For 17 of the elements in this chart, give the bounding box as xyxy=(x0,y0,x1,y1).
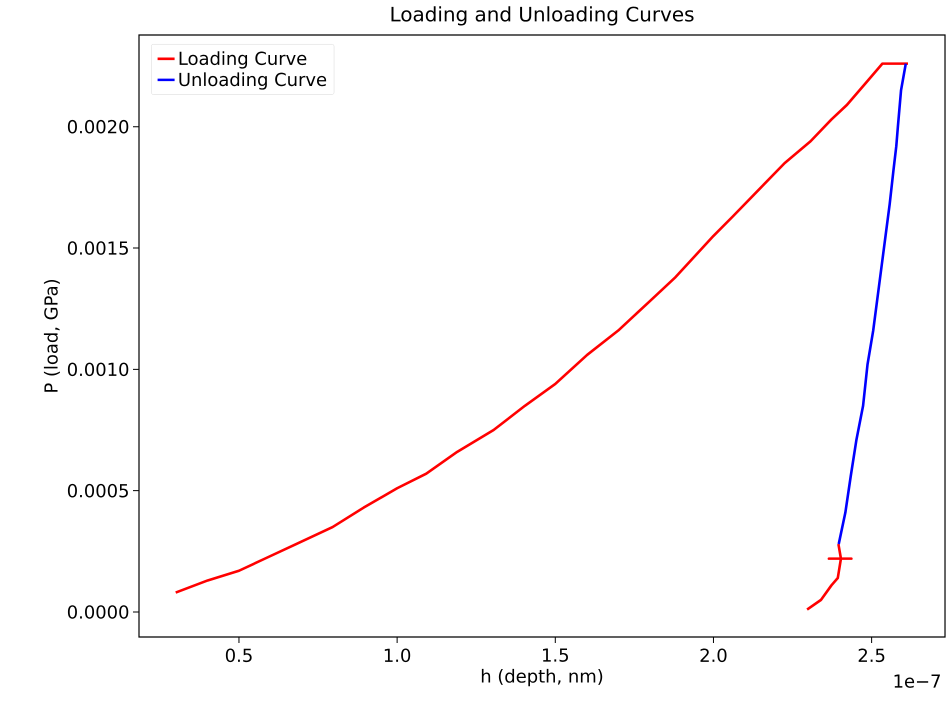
y-tick-label: 0.0015 xyxy=(68,241,128,255)
x-axis-title: h (depth, nm) xyxy=(482,668,602,686)
y-tick-label: 0.0020 xyxy=(68,120,128,134)
x-tick-label: 1.0 xyxy=(384,648,410,662)
x-tick-label: 2.5 xyxy=(858,648,884,662)
x-tick-label: 2.0 xyxy=(700,648,727,662)
chart-title: Loading and Unloading Curves xyxy=(392,6,694,26)
legend-label: Loading Curve xyxy=(180,51,306,69)
y-axis-title: P (load, GPa) xyxy=(44,280,60,392)
text: 1e−7 xyxy=(894,674,940,688)
y-tick-label: 0.0000 xyxy=(68,605,128,619)
y-tick-label: 0.0010 xyxy=(68,362,128,376)
legend-label: Unloading Curve xyxy=(179,72,326,90)
line-series xyxy=(837,62,908,546)
x-tick-label: 1.5 xyxy=(543,648,568,662)
y-tick-label: 0.0005 xyxy=(68,484,128,498)
x-tick-label: 0.5 xyxy=(226,648,252,662)
